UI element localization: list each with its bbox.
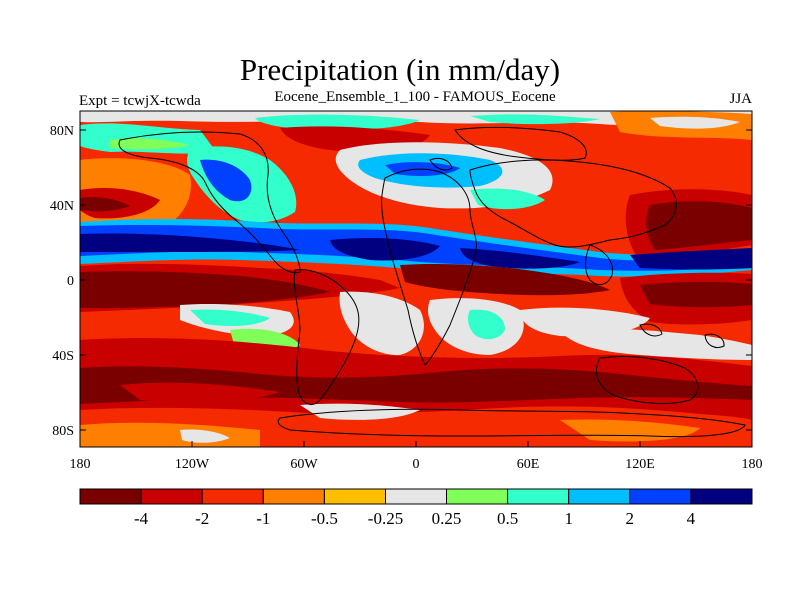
lat-label-0: 0	[67, 274, 74, 289]
colorbar-label: -0.5	[311, 509, 338, 528]
lat-label-80s: 80S	[52, 424, 74, 439]
colorbar-swatch	[507, 488, 570, 505]
lat-label-40s: 40S	[52, 349, 74, 364]
colorbar-label: 1	[564, 509, 573, 528]
colorbar-swatch	[201, 488, 264, 505]
lon-label-0: 0	[413, 457, 420, 472]
colorbar-label: -4	[134, 509, 149, 528]
lon-label-180e: 180	[742, 457, 763, 472]
colorbar-swatch	[690, 488, 753, 505]
lon-label-60e: 60E	[517, 457, 540, 472]
lat-label-80n: 80N	[50, 124, 74, 139]
colorbar-swatch	[323, 488, 386, 505]
colorbar-swatch	[140, 488, 203, 505]
colorbar: -4 -2 -1 -0.5 -0.25 0.25 0.5 1 2 4	[79, 488, 753, 528]
lon-label-120w: 120W	[175, 457, 210, 472]
colorbar-swatch	[79, 488, 142, 505]
colorbar-swatch	[262, 488, 325, 505]
experiment-label: Expt = tcwjX-tcwda	[79, 93, 201, 109]
lon-label-60w: 60W	[290, 457, 318, 472]
colorbar-label: 0.5	[497, 509, 518, 528]
colorbar-label: 4	[687, 509, 696, 528]
colorbar-label: 2	[626, 509, 635, 528]
chart-title: Precipitation (in mm/day)	[239, 52, 561, 87]
colorbar-swatch	[385, 488, 448, 505]
axis-ticks	[80, 129, 752, 447]
colorbar-label: -0.25	[368, 509, 403, 528]
continent-outlines	[118, 126, 746, 438]
colorbar-label: 0.25	[432, 509, 462, 528]
season-label: JJA	[729, 91, 752, 107]
colorbar-label: -2	[195, 509, 209, 528]
lon-label-120e: 120E	[625, 457, 655, 472]
ensemble-label: Eocene_Ensemble_1_100 - FAMOUS_Eocene	[274, 89, 556, 105]
colorbar-label: -1	[256, 509, 270, 528]
colorbar-swatch	[568, 488, 631, 505]
colorbar-swatch	[629, 488, 692, 505]
lon-label-180w: 180	[70, 457, 91, 472]
lat-label-40n: 40N	[50, 199, 74, 214]
precipitation-field	[80, 111, 752, 447]
colorbar-swatch	[446, 488, 509, 505]
